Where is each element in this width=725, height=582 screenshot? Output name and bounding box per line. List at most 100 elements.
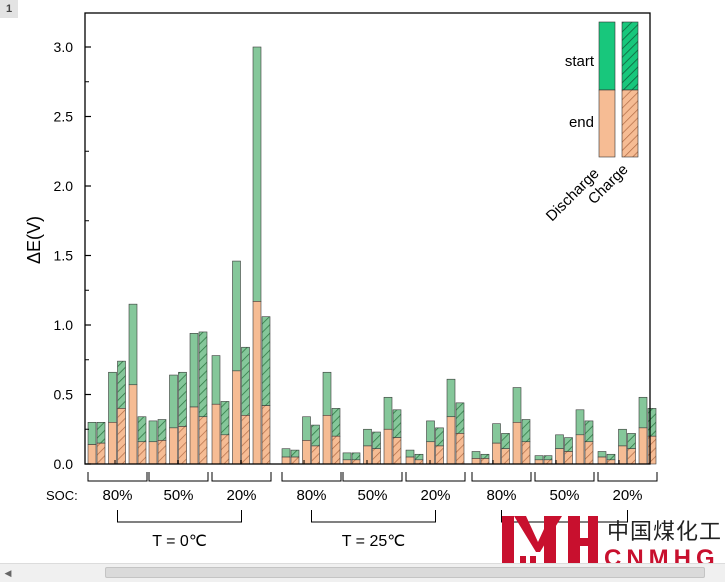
discharge-start-bar (383, 396, 393, 430)
charge-start-bar (198, 331, 208, 418)
charge-end-bar (564, 451, 573, 465)
charge-end-bar (372, 448, 381, 465)
discharge-start-bar (534, 455, 544, 461)
discharge-end-bar (322, 415, 332, 465)
discharge-start-bar (618, 428, 627, 447)
charge-start-bar (311, 424, 320, 447)
soc-bracket (534, 472, 595, 482)
discharge-end-bar (169, 427, 178, 465)
temperature-bracket (501, 510, 628, 523)
discharge-end-bar (383, 428, 393, 465)
discharge-start-bar (512, 387, 522, 423)
discharge-start-bar (638, 396, 648, 429)
charge-start-bar (627, 433, 636, 450)
charge-end-bar (521, 441, 531, 465)
y-tick-label: 3.0 (54, 39, 74, 55)
charge-end-bar (392, 437, 402, 465)
discharge-start-bar (342, 452, 352, 461)
charge-start-bar (96, 421, 106, 444)
legend-charge-end-swatch (621, 89, 639, 158)
charge-start-bar (480, 453, 490, 459)
charge-start-bar (241, 346, 250, 416)
soc-bracket (87, 472, 148, 482)
discharge-start-bar (211, 355, 221, 405)
discharge-start-bar (575, 409, 585, 436)
discharge-start-bar (148, 420, 158, 443)
discharge-start-bar (169, 374, 178, 429)
discharge-start-bar (426, 420, 435, 443)
charge-end-bar (220, 434, 230, 465)
y-tick-label: 1.5 (54, 248, 74, 264)
temperature-label: T = 25℃ (342, 533, 405, 550)
temperature-label: T = 0℃ (152, 533, 207, 550)
charge-end-bar (198, 416, 208, 465)
watermark-chinese-text: 中国煤化工 (607, 520, 723, 545)
charge-start-bar (543, 455, 553, 461)
scrollbar-thumb[interactable] (105, 567, 705, 578)
soc-bracket (597, 472, 658, 482)
charge-start-bar (261, 316, 271, 406)
discharge-end-bar (281, 456, 291, 465)
soc-bracket (342, 472, 403, 482)
charge-start-bar (372, 431, 381, 450)
y-tick-label: 2.0 (54, 178, 74, 194)
discharge-end-bar (446, 416, 456, 465)
charge-end-bar (455, 433, 465, 465)
temperature-bracket (311, 510, 436, 523)
soc-group-label: 50% (163, 487, 193, 504)
charge-end-bar (261, 405, 271, 465)
discharge-end-bar (492, 442, 501, 465)
legend-start-label: start (565, 53, 595, 70)
discharge-end-bar (211, 403, 221, 465)
discharge-end-bar (597, 456, 607, 465)
scroll-left-arrow-icon[interactable]: ◀ (4, 568, 12, 578)
discharge-end-bar (87, 444, 97, 465)
discharge-end-bar (108, 421, 117, 465)
bar-chart: 0.00.51.01.52.02.53.0ΔE(V) startendDisch… (24, 12, 658, 550)
discharge-start-bar (108, 371, 117, 423)
discharge-start-bar (232, 260, 241, 372)
soc-prefix-label: SOC: (46, 488, 78, 503)
discharge-start-bar (252, 46, 262, 302)
soc-bracket (148, 472, 209, 482)
charge-end-bar (311, 445, 320, 465)
discharge-start-bar (128, 303, 138, 386)
charge-start-bar (178, 371, 187, 427)
discharge-start-bar (281, 448, 291, 458)
soc-group-label: 20% (612, 487, 642, 504)
charge-end-bar (178, 426, 187, 465)
horizontal-scrollbar[interactable]: ◀ (0, 563, 725, 582)
charge-start-bar (455, 402, 465, 434)
charge-end-bar (501, 448, 510, 465)
charge-start-bar (137, 416, 147, 443)
charge-end-bar (480, 458, 490, 465)
soc-group-label: 50% (549, 487, 579, 504)
discharge-end-bar (618, 445, 627, 465)
soc-bracket (471, 472, 532, 482)
charge-end-bar (647, 435, 657, 465)
soc-group-label: 80% (296, 487, 326, 504)
discharge-start-bar (405, 449, 415, 458)
charge-start-bar (331, 408, 341, 437)
charge-end-bar (331, 435, 341, 465)
charge-end-bar (290, 456, 300, 465)
charge-start-bar (584, 420, 594, 443)
y-axis-label: ΔE(V) (24, 216, 44, 264)
soc-bracket (281, 472, 342, 482)
discharge-start-bar (555, 434, 564, 450)
legend-charge-start-swatch (621, 21, 639, 91)
charge-start-bar (564, 437, 573, 452)
charge-end-bar (157, 440, 167, 465)
charge-start-bar (392, 409, 402, 438)
soc-bracket (211, 472, 272, 482)
discharge-end-bar (189, 406, 199, 465)
discharge-end-bar (555, 448, 564, 465)
legend-discharge-end-swatch (598, 89, 616, 158)
charge-end-bar (241, 415, 250, 465)
charge-end-bar (435, 445, 444, 465)
soc-group-label: 80% (486, 487, 516, 504)
charge-start-bar (435, 427, 444, 447)
charge-end-bar (117, 408, 126, 465)
charge-end-bar (627, 448, 636, 465)
